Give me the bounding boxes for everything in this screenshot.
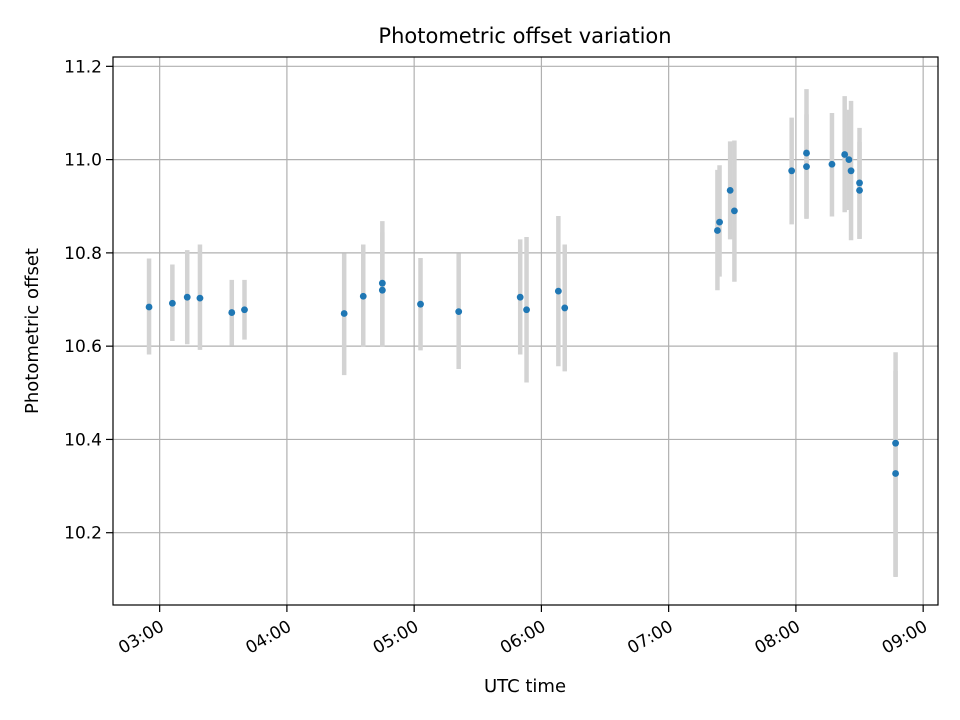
data-point: [455, 308, 463, 316]
y-tick-label: 10.8: [64, 244, 102, 264]
data-point: [340, 310, 348, 317]
data-point: [241, 306, 248, 314]
data-point: [561, 304, 569, 312]
data-point: [828, 160, 836, 168]
y-axis-label: Photometric offset: [22, 248, 43, 414]
y-axis-ticks: 10.2 10.4 10.6 10.8 11.0 11.2: [64, 57, 113, 544]
data-point: [714, 227, 721, 234]
chart-title: Photometric offset variation: [378, 24, 671, 48]
data-point: [716, 218, 723, 226]
data-point: [788, 167, 796, 175]
data-point: [803, 163, 810, 171]
data-points: [145, 149, 899, 477]
data-point: [892, 470, 899, 477]
data-point: [731, 207, 738, 215]
y-tick-label: 11.2: [64, 57, 102, 77]
data-point: [803, 149, 810, 157]
data-point: [145, 303, 153, 311]
y-tick-label: 10.2: [64, 524, 102, 544]
y-tick-label: 10.6: [64, 337, 102, 357]
grid: [113, 57, 938, 605]
data-point: [845, 156, 853, 164]
data-point: [168, 299, 176, 307]
data-point: [523, 306, 530, 314]
data-point: [196, 294, 204, 302]
y-tick-label: 10.4: [64, 430, 102, 450]
data-point: [554, 287, 562, 295]
plot-frame: [112, 56, 939, 606]
data-point: [856, 186, 863, 194]
data-point: [847, 167, 855, 175]
data-point: [892, 439, 899, 447]
data-point: [516, 293, 524, 301]
data-point: [726, 186, 734, 194]
data-point: [417, 300, 424, 308]
x-axis-label: UTC time: [484, 676, 566, 697]
data-point: [359, 292, 367, 300]
data-point: [856, 179, 863, 187]
data-point: [378, 286, 386, 294]
data-point: [841, 151, 849, 158]
data-point: [378, 279, 386, 287]
y-tick-label: 11.0: [64, 151, 102, 171]
data-point: [183, 293, 191, 301]
data-point: [228, 309, 236, 316]
